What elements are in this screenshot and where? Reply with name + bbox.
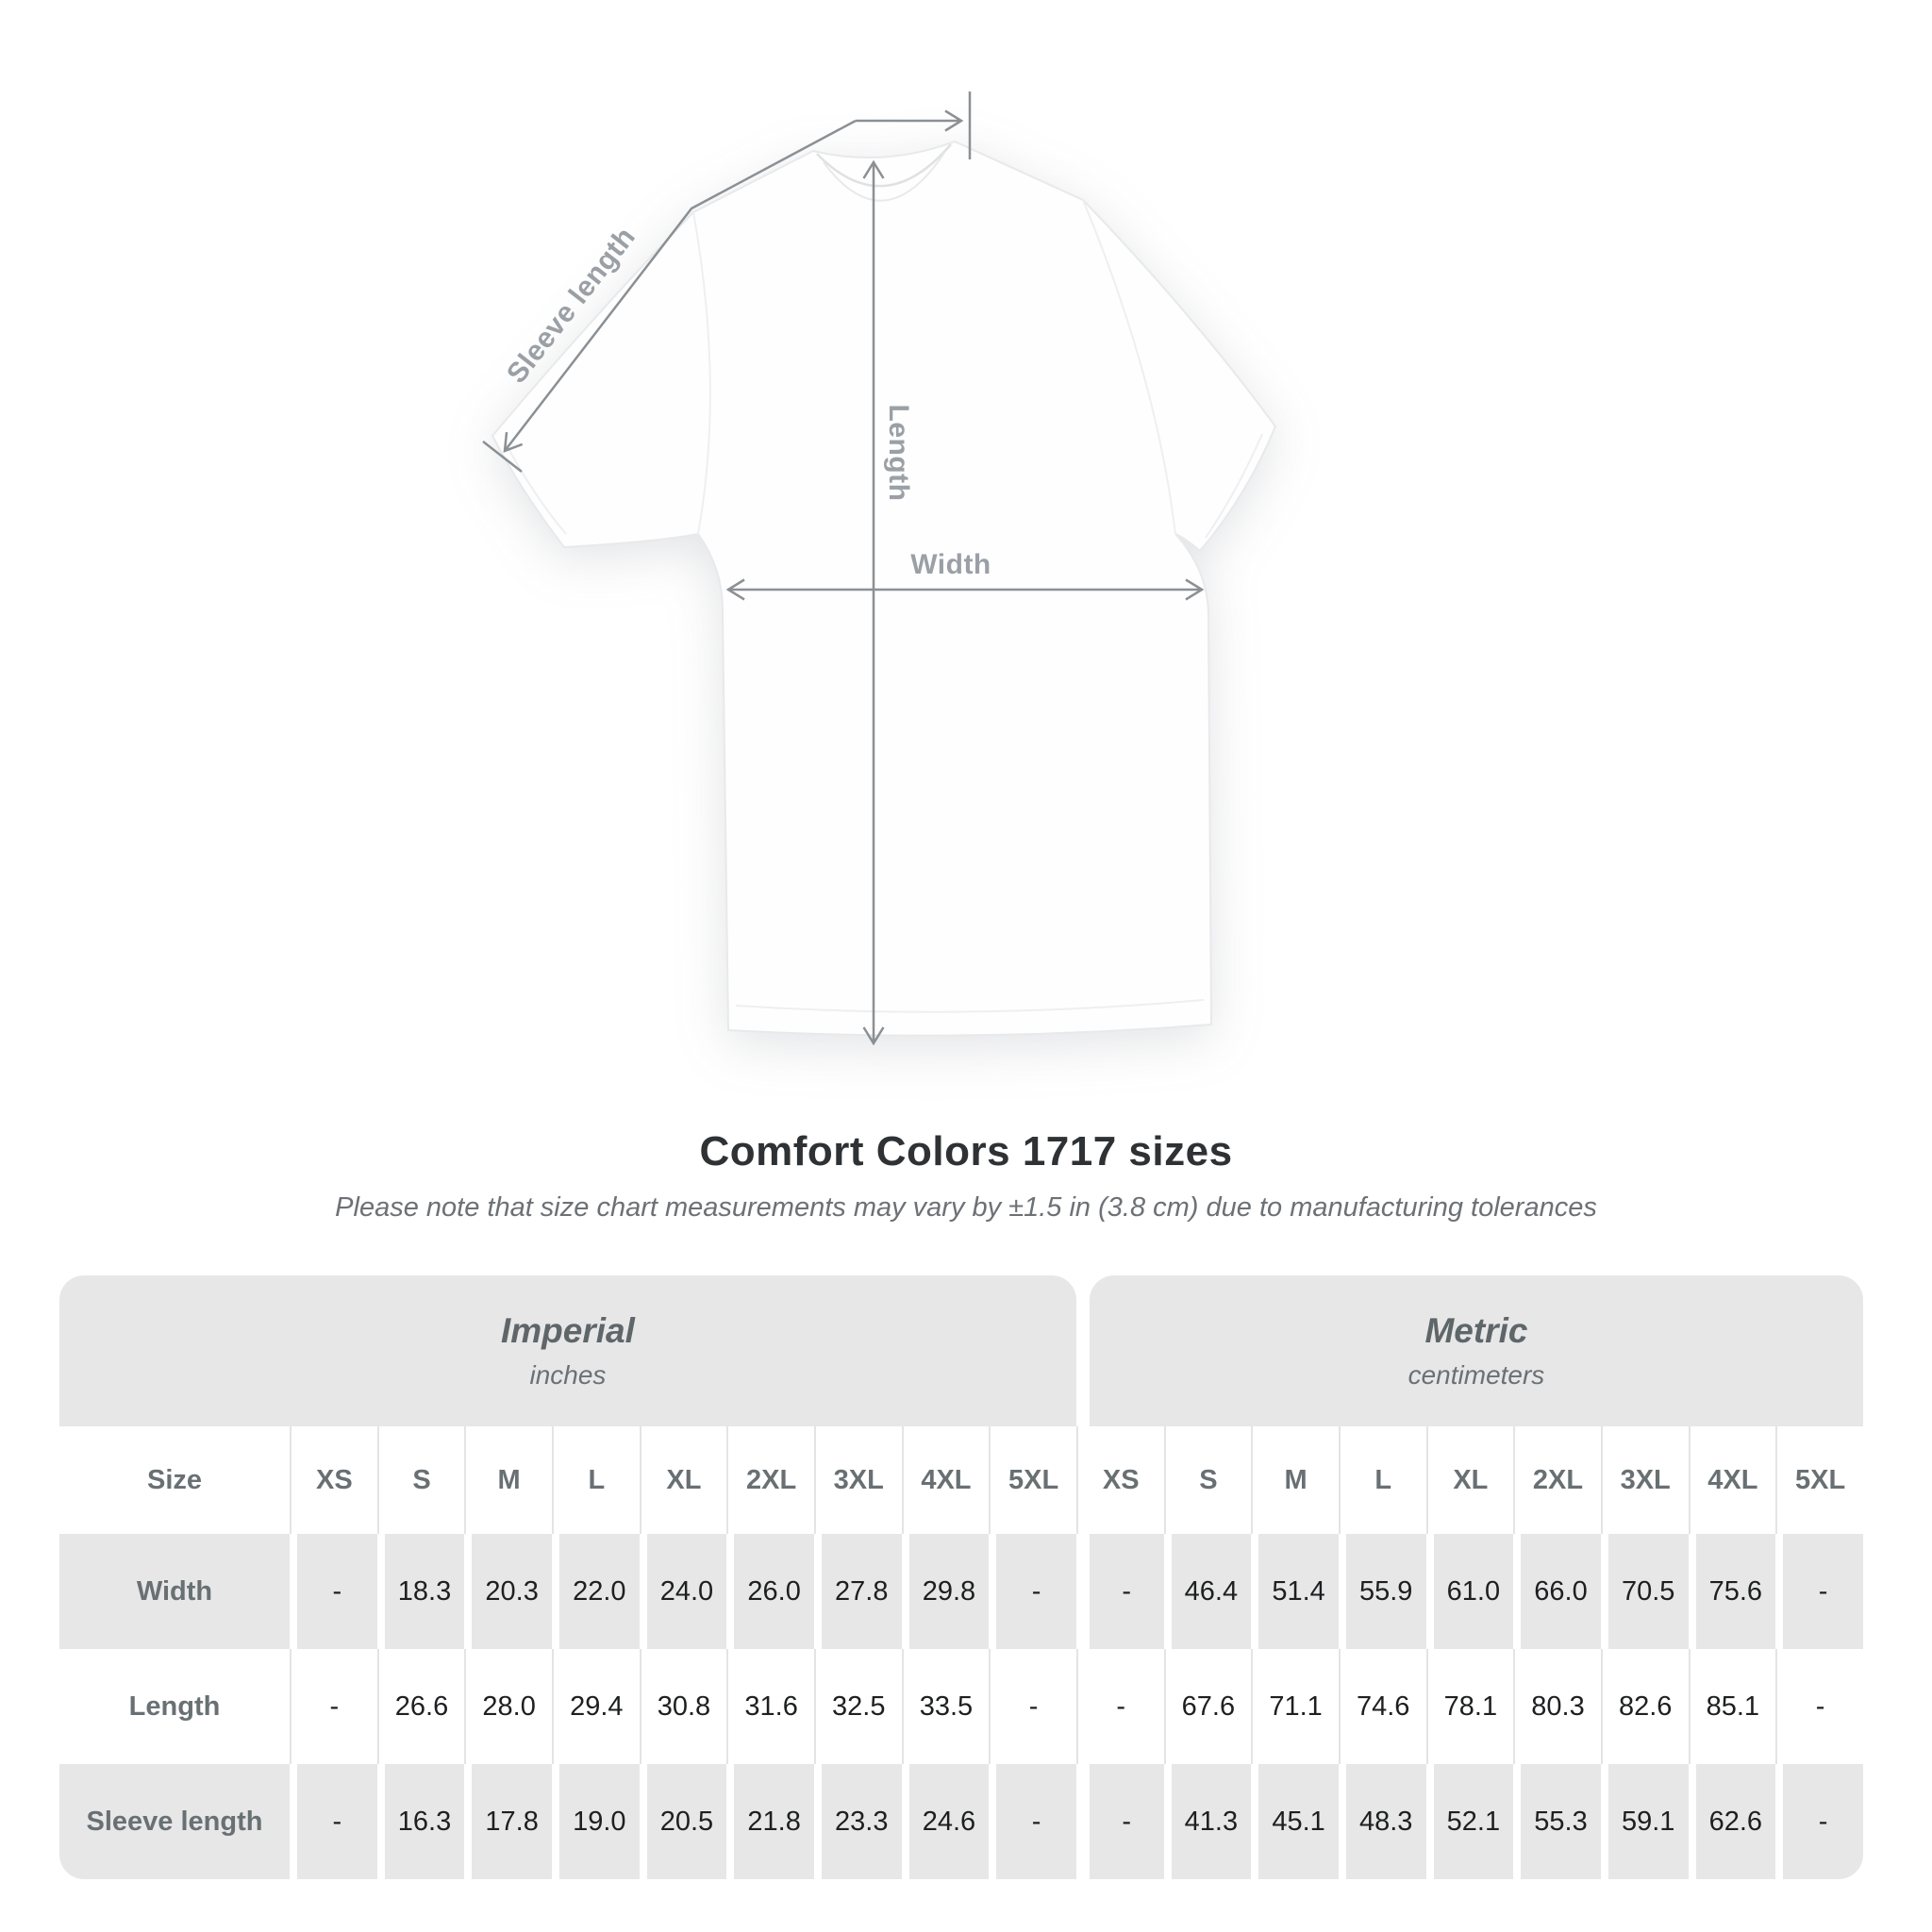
length-label: Length xyxy=(883,404,914,502)
metric-group-unit: centimeters xyxy=(1407,1360,1545,1390)
value-cell: 22.0 xyxy=(551,1534,640,1649)
value-cell: 51.4 xyxy=(1251,1534,1339,1649)
value-cell: 29.4 xyxy=(551,1649,640,1764)
value-cell: - xyxy=(989,1649,1076,1764)
value-cell: - xyxy=(1075,1649,1164,1764)
size-header-cell: M xyxy=(464,1426,552,1534)
size-header-cell: 3XL xyxy=(1600,1426,1689,1534)
value-cell: - xyxy=(1075,1534,1164,1649)
metric-group-title: Metric xyxy=(1424,1311,1528,1350)
size-header-cell: 2XL xyxy=(1513,1426,1601,1534)
value-cell: 71.1 xyxy=(1251,1649,1339,1764)
value-cell: - xyxy=(1775,1764,1863,1879)
value-cell: - xyxy=(1775,1649,1863,1764)
value-cell: 52.1 xyxy=(1425,1764,1514,1879)
value-cell: 59.1 xyxy=(1600,1764,1689,1879)
value-cell: 41.3 xyxy=(1163,1764,1252,1879)
value-cell: 55.9 xyxy=(1338,1534,1426,1649)
value-cell: 61.0 xyxy=(1425,1534,1514,1649)
value-cell: 70.5 xyxy=(1600,1534,1689,1649)
table-row-length: Length - 26.6 28.0 29.4 30.8 31.6 32.5 3… xyxy=(59,1649,1863,1764)
size-header-cell: L xyxy=(551,1426,640,1534)
value-cell: 46.4 xyxy=(1163,1534,1252,1649)
page-title: Comfort Colors 1717 sizes xyxy=(699,1128,1233,1174)
size-header-cell: XL xyxy=(639,1426,727,1534)
tshirt-illustration xyxy=(482,92,1277,1046)
size-column-header: Size xyxy=(59,1426,290,1534)
size-header-cell: XS xyxy=(290,1426,377,1534)
size-header-cell: L xyxy=(1338,1426,1426,1534)
size-header-cell: S xyxy=(1163,1426,1252,1534)
value-cell: 21.8 xyxy=(726,1764,814,1879)
value-cell: 32.5 xyxy=(813,1649,902,1764)
size-header-cell: 4XL xyxy=(901,1426,990,1534)
width-label: Width xyxy=(910,549,991,580)
value-cell: 24.0 xyxy=(639,1534,727,1649)
value-cell: - xyxy=(1775,1534,1863,1649)
value-cell: 17.8 xyxy=(464,1764,552,1879)
value-cell: 26.6 xyxy=(376,1649,465,1764)
value-cell: 74.6 xyxy=(1338,1649,1426,1764)
size-header-cell: S xyxy=(376,1426,465,1534)
value-cell: 20.3 xyxy=(464,1534,552,1649)
size-header-row: Size XS S M L XL 2XL 3XL 4XL 5XL XS S M … xyxy=(59,1426,1863,1534)
size-header-cell: 5XL xyxy=(1775,1426,1863,1534)
row-label: Width xyxy=(59,1534,290,1649)
tshirt-measurement-diagram: Sleeve length Length Width xyxy=(482,92,1277,1046)
size-header-cell: 3XL xyxy=(813,1426,902,1534)
value-cell: 62.6 xyxy=(1688,1764,1776,1879)
value-cell: 80.3 xyxy=(1513,1649,1601,1764)
value-cell: 29.8 xyxy=(901,1534,990,1649)
value-cell: - xyxy=(989,1534,1076,1649)
value-cell: 55.3 xyxy=(1513,1764,1601,1879)
metric-group-header: Metric centimeters xyxy=(1075,1275,1863,1426)
sleeve-end-tick xyxy=(482,441,523,473)
value-cell: 45.1 xyxy=(1251,1764,1339,1879)
unit-group-row: Imperial inches Metric centimeters xyxy=(59,1275,1863,1426)
value-cell: 27.8 xyxy=(813,1534,902,1649)
value-cell: 67.6 xyxy=(1163,1649,1252,1764)
value-cell: 28.0 xyxy=(464,1649,552,1764)
imperial-group-unit: inches xyxy=(529,1360,607,1390)
size-header-cell: 4XL xyxy=(1688,1426,1776,1534)
value-cell: - xyxy=(290,1764,377,1879)
value-cell: 66.0 xyxy=(1513,1534,1601,1649)
value-cell: 82.6 xyxy=(1600,1649,1689,1764)
value-cell: 23.3 xyxy=(813,1764,902,1879)
table-row-sleeve-length: Sleeve length - 16.3 17.8 19.0 20.5 21.8… xyxy=(59,1764,1863,1879)
size-chart-table: Imperial inches Metric centimeters Size … xyxy=(59,1275,1863,1879)
value-cell: 16.3 xyxy=(376,1764,465,1879)
size-header-cell: XS xyxy=(1075,1426,1164,1534)
value-cell: 18.3 xyxy=(376,1534,465,1649)
value-cell: 24.6 xyxy=(901,1764,990,1879)
size-header-cell: 5XL xyxy=(989,1426,1076,1534)
value-cell: 78.1 xyxy=(1425,1649,1514,1764)
value-cell: - xyxy=(290,1534,377,1649)
imperial-group-title: Imperial xyxy=(501,1311,635,1350)
table-row-width: Width - 18.3 20.3 22.0 24.0 26.0 27.8 29… xyxy=(59,1534,1863,1649)
imperial-group-header: Imperial inches xyxy=(59,1275,1076,1426)
size-header-cell: M xyxy=(1251,1426,1339,1534)
value-cell: 48.3 xyxy=(1338,1764,1426,1879)
value-cell: 85.1 xyxy=(1688,1649,1776,1764)
value-cell: 31.6 xyxy=(726,1649,814,1764)
value-cell: 33.5 xyxy=(901,1649,990,1764)
value-cell: 26.0 xyxy=(726,1534,814,1649)
value-cell: 20.5 xyxy=(639,1764,727,1879)
value-cell: 75.6 xyxy=(1688,1534,1776,1649)
value-cell: - xyxy=(290,1649,377,1764)
sleeve-length-arrow xyxy=(482,92,972,473)
value-cell: 19.0 xyxy=(551,1764,640,1879)
title-block: Comfort Colors 1717 sizes Please note th… xyxy=(0,1128,1932,1224)
value-cell: - xyxy=(989,1764,1076,1879)
value-cell: - xyxy=(1075,1764,1164,1879)
size-header-cell: XL xyxy=(1425,1426,1514,1534)
row-label: Length xyxy=(59,1649,290,1764)
value-cell: 30.8 xyxy=(639,1649,727,1764)
row-label: Sleeve length xyxy=(59,1764,290,1879)
tolerance-note: Please note that size chart measurements… xyxy=(335,1192,1597,1223)
size-header-cell: 2XL xyxy=(726,1426,814,1534)
